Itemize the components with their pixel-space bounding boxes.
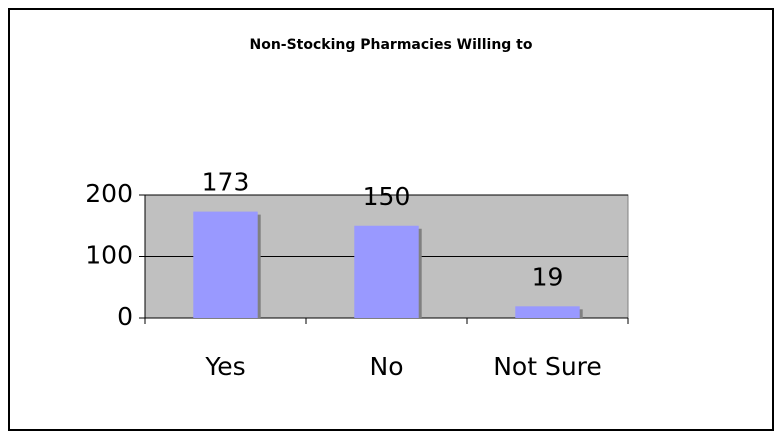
bar (515, 306, 580, 318)
x-tick-label: No (370, 352, 404, 381)
y-tick-label: 200 (85, 179, 133, 208)
bar (193, 211, 258, 318)
bar (354, 225, 419, 318)
x-tick-label: Not Sure (493, 352, 602, 381)
data-label: 19 (532, 262, 564, 291)
x-tick-label: Yes (204, 352, 245, 381)
y-tick-label: 100 (85, 241, 133, 270)
y-tick-label: 0 (117, 302, 133, 331)
data-label: 173 (202, 168, 250, 197)
chart-title: Non-Stocking Pharmacies Willing to (249, 37, 532, 53)
data-label: 150 (363, 182, 411, 211)
